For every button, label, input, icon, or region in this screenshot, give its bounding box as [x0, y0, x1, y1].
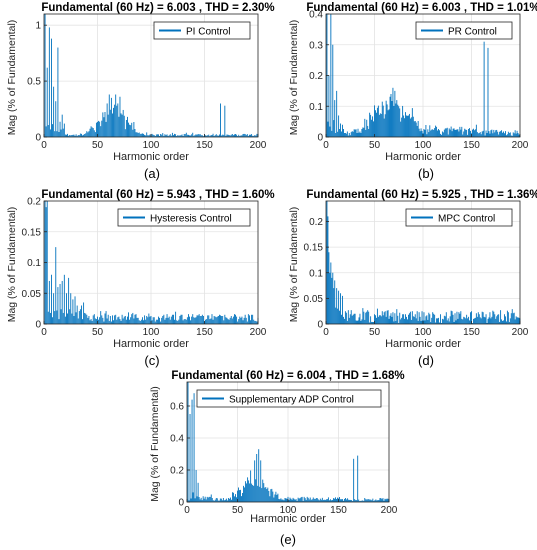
chart-title: Fundamental (60 Hz) = 6.003 , THD = 2.30…	[41, 2, 274, 14]
x-tick-label: 150	[330, 505, 347, 516]
x-tick-label: 200	[381, 505, 398, 516]
x-tick-label: 100	[280, 505, 297, 516]
legend: PR Control	[415, 21, 513, 40]
legend-box	[153, 21, 251, 40]
x-tick-label: 100	[143, 327, 160, 338]
legend: Hysteresis Control	[117, 208, 251, 227]
y-tick-label: 0.6	[170, 402, 184, 413]
x-tick-label: 0	[184, 505, 190, 516]
x-tick-label: 100	[143, 140, 160, 151]
y-tick-label: 0.1	[309, 268, 323, 279]
x-tick-label: 100	[415, 327, 432, 338]
x-tick-label: 50	[92, 327, 104, 338]
chart-title: Fundamental (60 Hz) = 6.004 , THD = 1.68…	[171, 370, 404, 382]
x-tick-label: 50	[92, 140, 104, 151]
x-axis-label: Harmonic order	[385, 338, 461, 350]
panel-caption: (c)	[144, 353, 159, 368]
legend-box	[196, 389, 382, 408]
legend-label: PR Control	[448, 27, 497, 38]
chart-panel-4: 0 50 100 150 200 0 0.05 0.1 0.15 0.2 Fundamental (…	[288, 189, 537, 368]
panel-caption: (d)	[418, 353, 434, 368]
legend: MPC Control	[405, 208, 513, 227]
y-tick-label: 0.5	[27, 77, 41, 88]
chart-title: Fundamental (60 Hz) = 5.943 , THD = 1.60…	[41, 189, 274, 201]
y-axis-label: Mag (% of Fundamental)	[6, 207, 18, 323]
y-tick-label: 0.1	[27, 258, 41, 269]
x-tick-label: 150	[463, 140, 480, 151]
y-tick-label: 0.4	[309, 10, 323, 21]
y-axis-label: Mag (% of Fundamental)	[288, 20, 300, 136]
y-axis-label: Mag (% of Fundamental)	[288, 207, 300, 323]
y-tick-label: 0.1	[309, 102, 323, 113]
legend-box	[117, 208, 251, 227]
x-tick-label: 200	[512, 140, 529, 151]
y-tick-label: 0.2	[170, 466, 184, 477]
x-tick-label: 200	[512, 327, 529, 338]
legend-box	[405, 208, 513, 227]
x-tick-label: 150	[196, 327, 213, 338]
y-tick-label: 0	[317, 320, 323, 331]
x-tick-label: 0	[41, 140, 47, 151]
x-tick-label: 100	[415, 140, 432, 151]
x-tick-label: 200	[250, 327, 267, 338]
panel-caption: (e)	[280, 532, 296, 547]
chart-title: Fundamental (60 Hz) = 6.003 , THD = 1.01…	[306, 2, 537, 14]
chart-panel-5: 0 50 100 150 200 0 0.2 0.4 0.6 Fundamental (60 Hz…	[149, 370, 405, 547]
y-tick-label: 0	[317, 133, 323, 144]
y-tick-label: 0	[178, 498, 184, 509]
x-axis-label: Harmonic order	[250, 513, 326, 525]
y-tick-label: 0	[35, 320, 41, 331]
x-axis-label: Harmonic order	[385, 151, 461, 163]
panel-caption: (a)	[144, 166, 160, 181]
y-tick-label: 0.15	[304, 243, 324, 254]
chart-title: Fundamental (60 Hz) = 5.925 , THD = 1.36…	[306, 189, 537, 201]
legend-label: Hysteresis Control	[150, 214, 232, 225]
y-tick-label: 0.05	[22, 289, 42, 300]
x-tick-label: 150	[196, 140, 213, 151]
x-tick-label: 50	[369, 327, 381, 338]
panel-caption: (b)	[418, 166, 434, 181]
y-tick-label: 0.05	[304, 294, 324, 305]
y-tick-label: 0.2	[27, 197, 41, 208]
x-tick-label: 0	[323, 140, 329, 151]
y-tick-label: 0.3	[309, 40, 323, 51]
y-tick-label: 0.2	[309, 71, 323, 82]
y-tick-label: 0	[35, 133, 41, 144]
y-axis-label: Mag (% of Fundamental)	[149, 386, 161, 502]
y-tick-label: 0.15	[22, 227, 42, 238]
x-tick-label: 50	[232, 505, 244, 516]
legend-label: MPC Control	[438, 214, 495, 225]
legend-label: Supplementary ADP Control	[229, 395, 354, 406]
x-tick-label: 0	[323, 327, 329, 338]
x-axis-label: Harmonic order	[113, 338, 189, 350]
x-tick-label: 150	[463, 327, 480, 338]
y-tick-label: 0.4	[170, 434, 184, 445]
x-tick-label: 0	[41, 327, 47, 338]
x-tick-label: 200	[250, 140, 267, 151]
y-tick-label: 1	[35, 21, 41, 32]
x-tick-label: 50	[369, 140, 381, 151]
legend: Supplementary ADP Control	[196, 389, 382, 408]
y-axis-label: Mag (% of Fundamental)	[6, 20, 18, 136]
x-axis-label: Harmonic order	[113, 151, 189, 163]
legend-label: PI Control	[186, 27, 230, 38]
legend-box	[415, 21, 513, 40]
legend: PI Control	[153, 21, 251, 40]
y-tick-label: 0.2	[309, 217, 323, 228]
